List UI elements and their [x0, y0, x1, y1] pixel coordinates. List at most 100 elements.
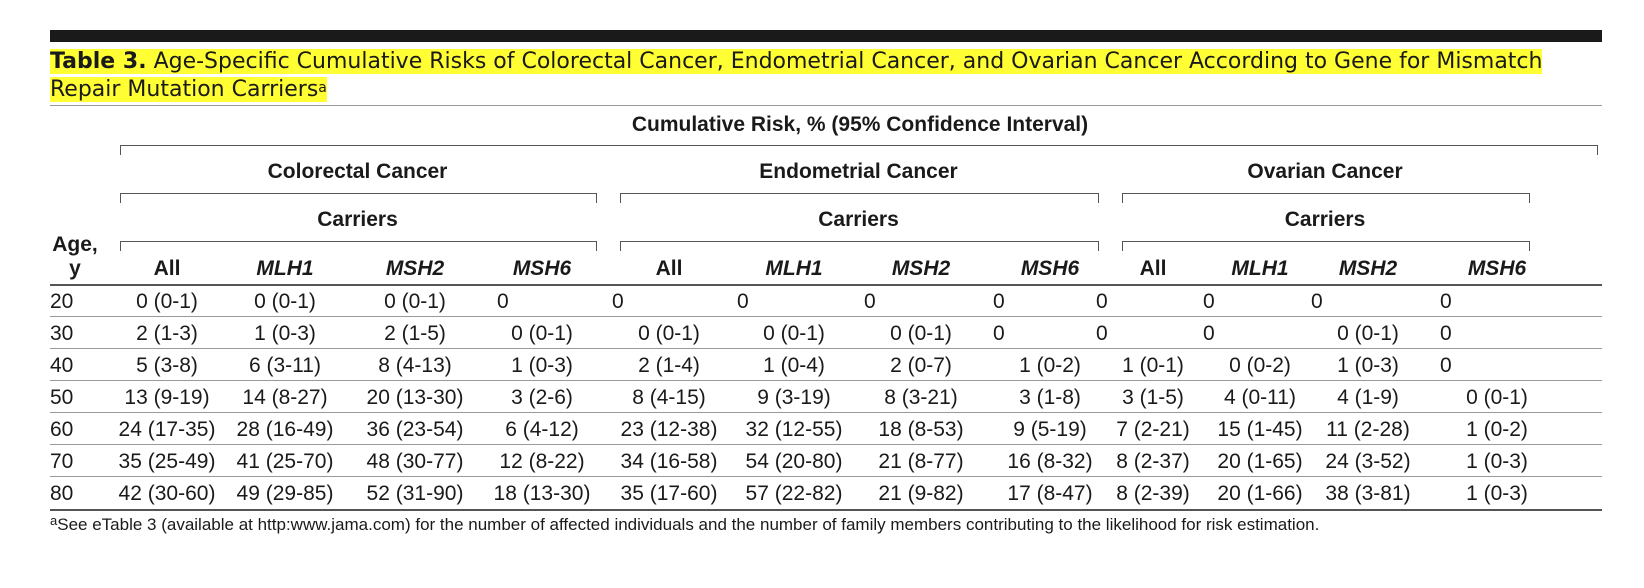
footnote-text: See eTable 3 (available at http:www.jama… [57, 515, 1320, 534]
row-divider [50, 412, 1602, 413]
column-header: MSH2 [385, 257, 445, 280]
risk-cell: 16 (8-32) [1007, 450, 1093, 473]
risk-cell: 0 [993, 322, 1005, 345]
age-cell: 80 [50, 482, 74, 505]
risk-cell: 9 (3-19) [757, 386, 831, 409]
risk-cell: 0 [993, 290, 1005, 313]
column-header: MSH6 [1467, 257, 1527, 280]
row-divider [50, 348, 1602, 349]
risk-cell: 8 (2-39) [1116, 482, 1190, 505]
column-header: MSH2 [891, 257, 951, 280]
group-bracket [1122, 193, 1530, 203]
carriers-bracket [1122, 241, 1530, 251]
age-header: Age, y [50, 233, 100, 281]
risk-cell: 15 (1-45) [1217, 418, 1303, 441]
risk-cell: 9 (5-19) [1013, 418, 1087, 441]
risk-cell: 1 (0-2) [1019, 354, 1081, 377]
risk-cell: 0 (0-1) [384, 290, 446, 313]
risk-cell: 1 (0-3) [511, 354, 573, 377]
risk-cell: 0 [864, 290, 876, 313]
risk-cell: 8 (4-15) [632, 386, 706, 409]
column-header: All [655, 257, 683, 280]
risk-cell: 2 (1-3) [136, 322, 198, 345]
risk-cell: 1 (0-3) [1466, 482, 1528, 505]
risk-cell: 0 (0-1) [254, 290, 316, 313]
risk-cell: 8 (2-37) [1116, 450, 1190, 473]
risk-cell: 8 (3-21) [884, 386, 958, 409]
risk-cell: 41 (25-70) [236, 450, 334, 473]
risk-cell: 0 [1096, 290, 1108, 313]
table-footnote: aSee eTable 3 (available at http:www.jam… [50, 513, 1320, 535]
risk-cell: 0 (0-2) [1229, 354, 1291, 377]
risk-cell: 0 [1440, 322, 1452, 345]
group-bracket [120, 193, 597, 203]
column-header: All [153, 257, 181, 280]
risk-cell: 3 (1-5) [1122, 386, 1184, 409]
risk-cell: 6 (4-12) [505, 418, 579, 441]
header-rule [50, 284, 1602, 286]
risk-cell: 5 (3-8) [136, 354, 198, 377]
risk-cell: 32 (12-55) [745, 418, 843, 441]
risk-cell: 0 [1440, 290, 1452, 313]
group-header-2: Endometrial Cancer [759, 160, 958, 183]
caption-rule [50, 105, 1602, 106]
risk-cell: 6 (3-11) [249, 354, 321, 377]
risk-cell: 0 (0-1) [763, 322, 825, 345]
table-label: Table 3. [50, 49, 147, 74]
risk-cell: 0 [737, 290, 749, 313]
risk-cell: 4 (0-11) [1224, 386, 1296, 409]
column-header: All [1139, 257, 1167, 280]
risk-cell: 1 (0-3) [254, 322, 316, 345]
carriers-bracket [620, 241, 1099, 251]
risk-cell: 13 (9-19) [124, 386, 210, 409]
risk-cell: 24 (3-52) [1325, 450, 1411, 473]
risk-cell: 0 (0-1) [890, 322, 952, 345]
risk-cell: 8 (4-13) [378, 354, 452, 377]
row-divider [50, 476, 1602, 477]
column-header: MSH2 [1338, 257, 1398, 280]
risk-cell: 7 (2-21) [1116, 418, 1190, 441]
risk-cell: 2 (1-5) [384, 322, 446, 345]
title-footnote-marker: a [318, 80, 327, 96]
risk-cell: 34 (16-58) [620, 450, 718, 473]
spanner-bracket [120, 145, 1598, 155]
risk-cell: 0 (0-1) [136, 290, 198, 313]
risk-cell: 1 (0-2) [1466, 418, 1528, 441]
risk-cell: 52 (31-90) [366, 482, 464, 505]
column-header: MLH1 [1231, 257, 1289, 280]
risk-cell: 1 (0-4) [763, 354, 825, 377]
risk-cell: 1 (0-1) [1122, 354, 1184, 377]
row-divider [50, 316, 1602, 317]
risk-cell: 21 (8-77) [878, 450, 964, 473]
risk-cell: 3 (1-8) [1019, 386, 1081, 409]
risk-cell: 0 [497, 290, 509, 313]
group-header-3: Ovarian Cancer [1247, 160, 1403, 183]
risk-cell: 48 (30-77) [366, 450, 464, 473]
age-header-line1: Age, [52, 233, 98, 256]
carriers-header-3: Carriers [1284, 208, 1366, 231]
risk-cell: 0 [612, 290, 624, 313]
risk-cell: 0 [1311, 290, 1323, 313]
risk-cell: 0 [1440, 354, 1452, 377]
risk-cell: 28 (16-49) [236, 418, 334, 441]
risk-cell: 2 (0-7) [890, 354, 952, 377]
risk-cell: 20 (1-66) [1217, 482, 1303, 505]
age-cell: 30 [50, 322, 74, 345]
age-cell: 40 [50, 354, 74, 377]
risk-cell: 38 (3-81) [1325, 482, 1411, 505]
age-cell: 60 [50, 418, 74, 441]
risk-cell: 35 (17-60) [620, 482, 718, 505]
row-divider [50, 380, 1602, 381]
age-cell: 50 [50, 386, 74, 409]
carriers-bracket [120, 241, 597, 251]
risk-cell: 35 (25-49) [118, 450, 216, 473]
age-cell: 70 [50, 450, 74, 473]
group-header-1: Colorectal Cancer [267, 160, 448, 183]
risk-cell: 3 (2-6) [511, 386, 573, 409]
spanner-header: Cumulative Risk, % (95% Confidence Inter… [631, 113, 1089, 136]
column-header: MSH6 [512, 257, 572, 280]
top-rule [50, 30, 1602, 42]
risk-cell: 0 [1203, 290, 1215, 313]
table-title-line1: Age-Specific Cumulative Risks of Colorec… [153, 49, 1543, 74]
risk-cell: 36 (23-54) [366, 418, 464, 441]
